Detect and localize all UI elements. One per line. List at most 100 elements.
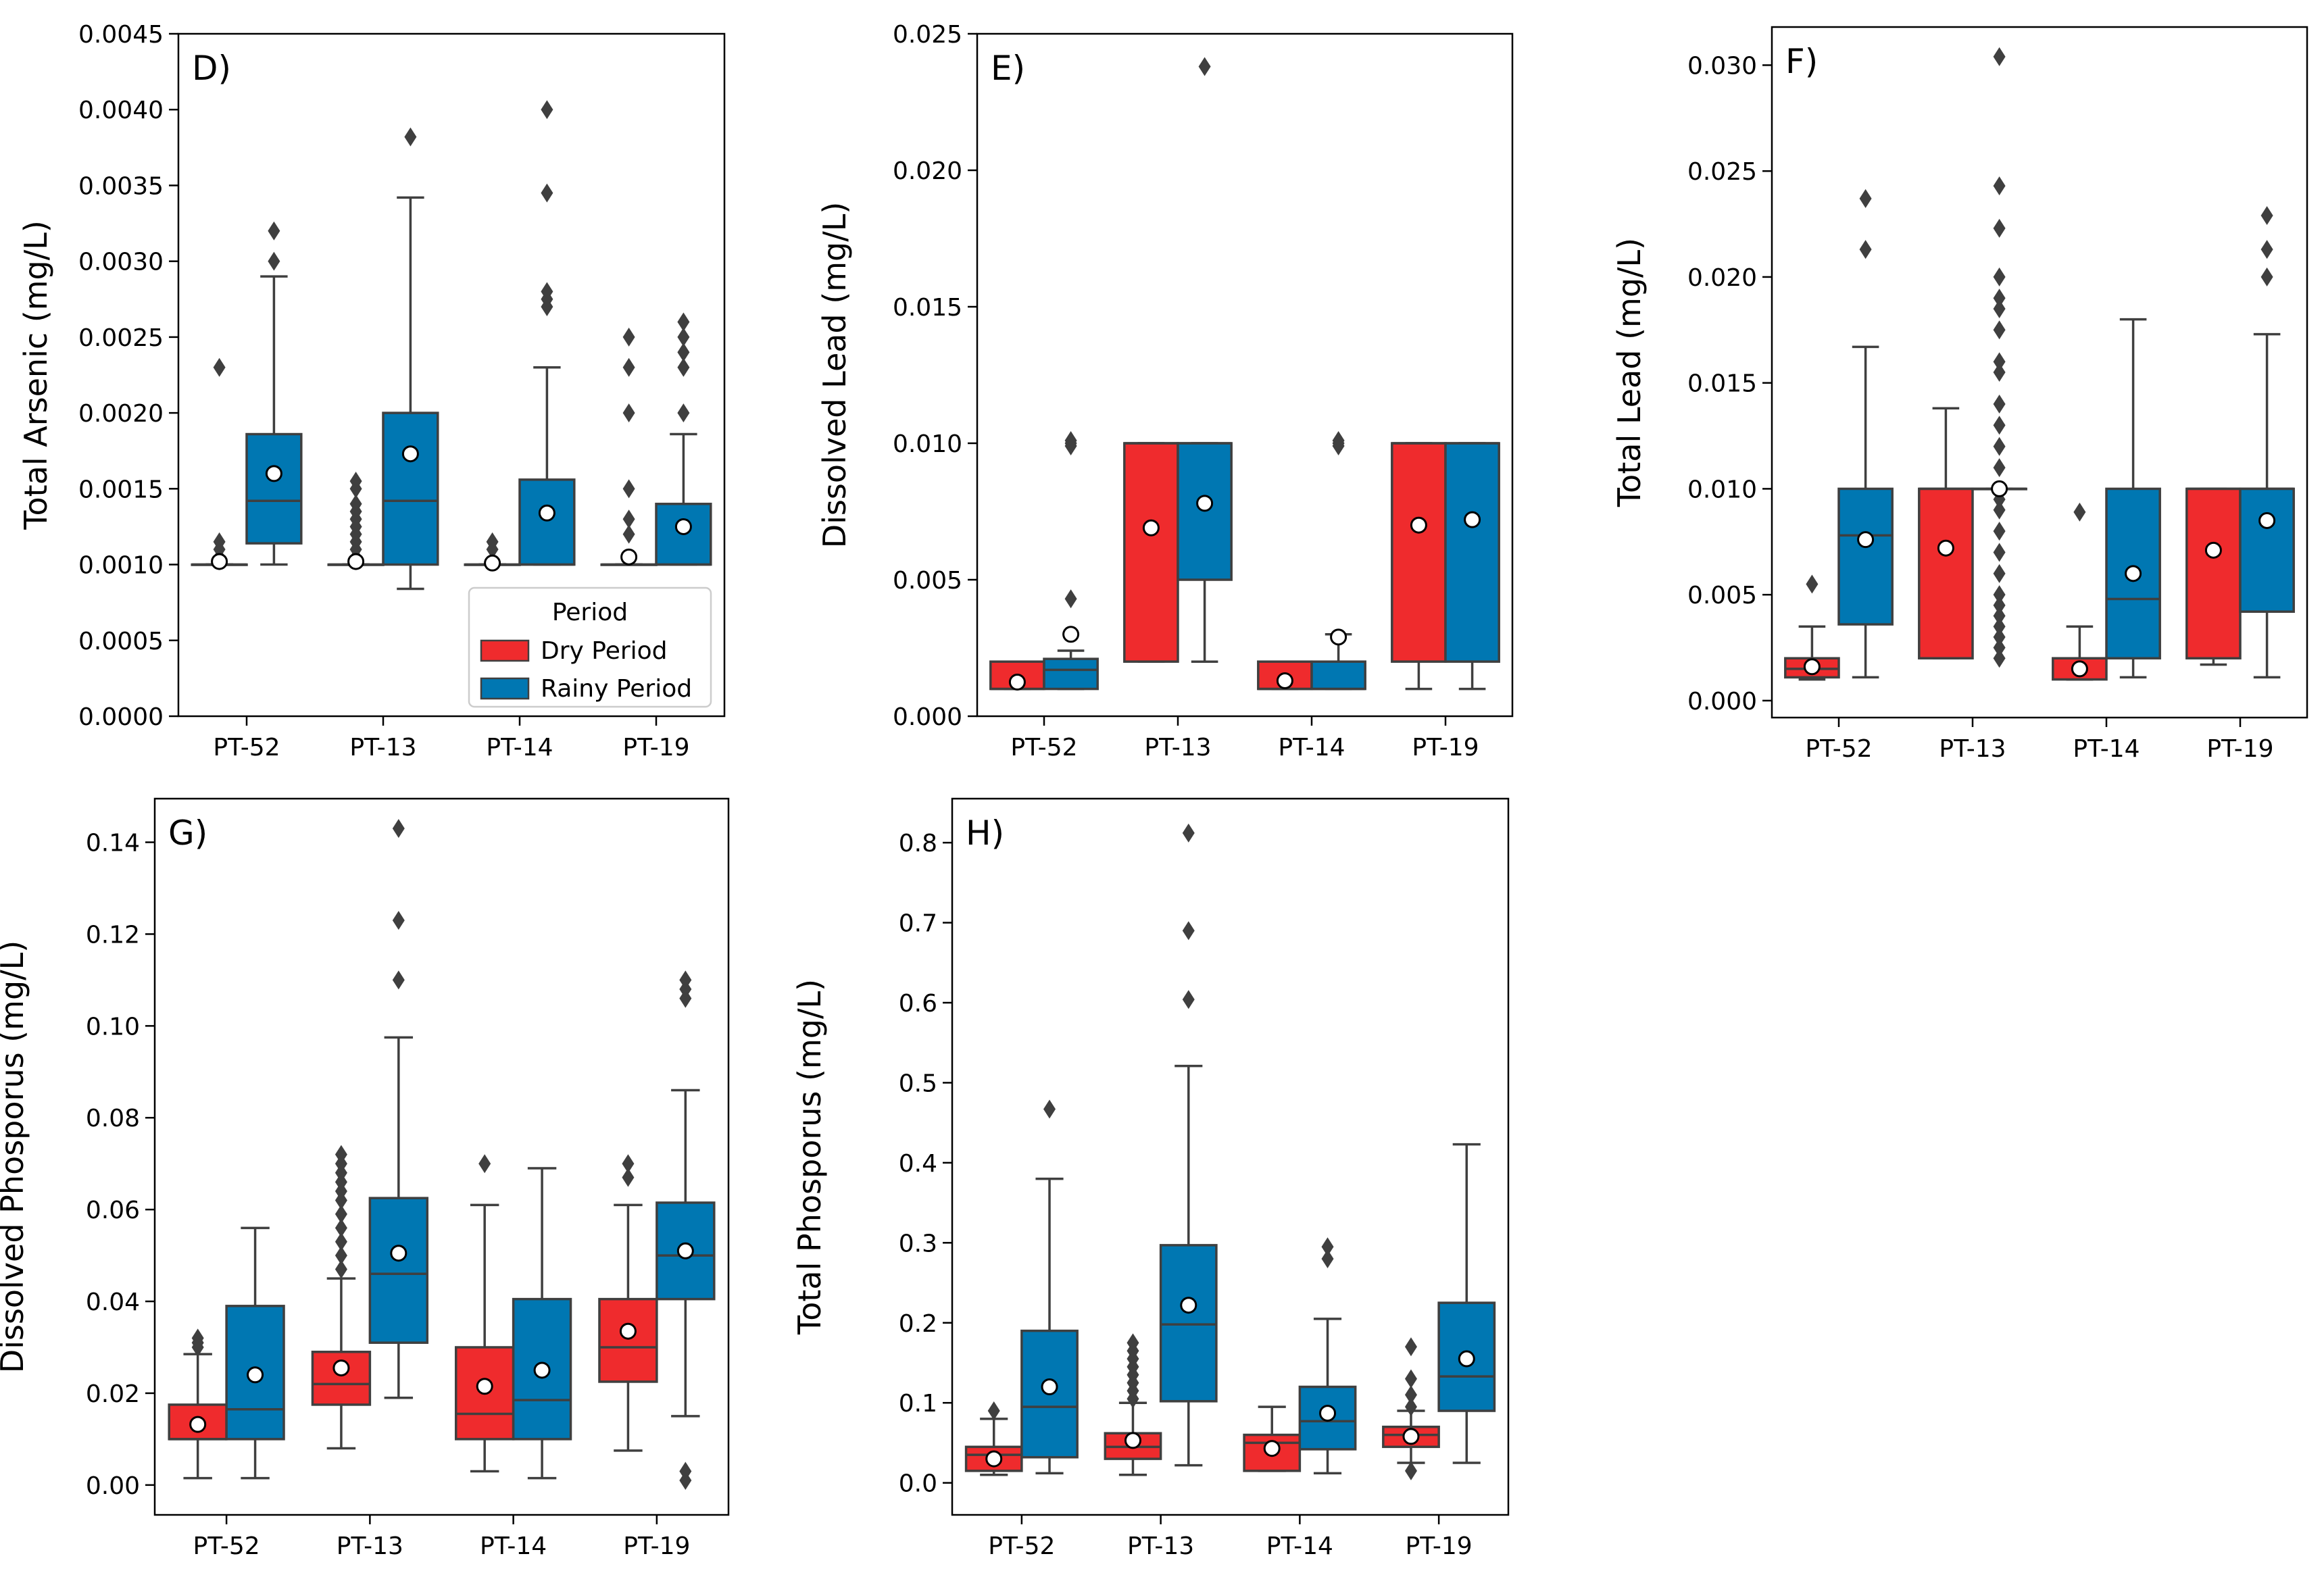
outlier-point bbox=[541, 183, 553, 203]
outlier-point bbox=[1064, 589, 1077, 609]
outlier-point bbox=[1182, 990, 1195, 1009]
outlier-point bbox=[677, 327, 690, 347]
legend-swatch bbox=[480, 677, 530, 700]
panel-label: F) bbox=[1785, 42, 1818, 81]
x-tick-label: PT-52 bbox=[988, 1532, 1055, 1560]
box-body bbox=[1837, 487, 1894, 626]
y-tick-label: 0.4 bbox=[899, 1150, 937, 1178]
box-body bbox=[2239, 487, 2295, 614]
outlier-point bbox=[1993, 638, 2006, 657]
box-dry-pt-14 bbox=[1243, 1405, 1302, 1472]
outlier-point bbox=[679, 970, 692, 990]
box-body bbox=[1043, 657, 1099, 691]
mean-marker bbox=[2125, 565, 2142, 582]
y-axis-label: Dissolved Lead (mg/L) bbox=[816, 202, 853, 549]
outlier-point bbox=[478, 1154, 491, 1174]
outlier-point bbox=[622, 403, 635, 423]
plot-frame bbox=[951, 797, 1510, 1516]
box-body bbox=[245, 432, 303, 545]
mean-marker bbox=[1330, 628, 1348, 646]
y-tick-label: 0.02 bbox=[86, 1380, 140, 1408]
box-body bbox=[598, 1297, 658, 1383]
outlier-point bbox=[1993, 564, 2006, 583]
chart-panel-5: H) 0.0 0.1 0.2 0.3 0.4 0.5 0.6 0.7 0.8 Total Phosp… bbox=[791, 797, 1510, 1560]
box-rainy-pt-52 bbox=[1020, 1099, 1079, 1475]
outlier-point bbox=[335, 1259, 347, 1279]
outlier-point bbox=[1127, 1333, 1139, 1353]
mean-marker bbox=[1991, 480, 2008, 497]
y-axis-label: Total Phosporus (mg/L) bbox=[791, 979, 828, 1335]
outlier-point bbox=[335, 1246, 347, 1266]
y-tick-label: 0.005 bbox=[893, 567, 962, 595]
x-tick-label: PT-52 bbox=[213, 734, 280, 761]
y-tick-label: 0.06 bbox=[86, 1197, 140, 1224]
mean-marker bbox=[265, 465, 282, 482]
mean-marker bbox=[347, 553, 365, 570]
mean-marker bbox=[1142, 519, 1160, 536]
plot-frame bbox=[177, 32, 726, 718]
mean-marker bbox=[1041, 1378, 1058, 1396]
panel-label: D) bbox=[192, 49, 231, 88]
mean-marker bbox=[1124, 1432, 1141, 1449]
box-body bbox=[1444, 442, 1500, 663]
box-rainy-pt-52 bbox=[1043, 430, 1099, 691]
box-rainy-pt-14 bbox=[512, 1167, 572, 1480]
box-dry-pt-13 bbox=[327, 472, 385, 570]
y-tick-label: 0.0000 bbox=[78, 703, 164, 731]
mean-marker bbox=[1062, 626, 1080, 643]
outlier-point bbox=[1993, 352, 2006, 372]
outlier-point bbox=[335, 1145, 347, 1164]
mean-marker bbox=[1180, 1297, 1197, 1314]
outlier-point bbox=[1332, 430, 1345, 450]
outlier-point bbox=[1806, 574, 1819, 594]
outlier-point bbox=[1993, 47, 2006, 66]
x-tick-label: PT-14 bbox=[486, 734, 553, 761]
box-dry-pt-19 bbox=[1382, 1337, 1440, 1480]
outlier-point bbox=[1043, 1099, 1056, 1119]
box-dry-pt-13 bbox=[1918, 407, 1974, 659]
outlier-point bbox=[1993, 617, 2006, 636]
y-tick-label: 0.5 bbox=[899, 1070, 937, 1097]
mean-marker bbox=[674, 518, 692, 535]
box-rainy-pt-14 bbox=[2105, 318, 2161, 679]
mean-marker bbox=[1464, 511, 1481, 528]
outlier-point bbox=[213, 532, 226, 551]
mean-marker bbox=[620, 548, 638, 566]
box-rainy-pt-14 bbox=[1310, 430, 1366, 691]
mean-marker bbox=[538, 504, 555, 522]
x-tick-label: PT-13 bbox=[337, 1532, 403, 1560]
legend-frame bbox=[468, 586, 712, 708]
outlier-point bbox=[1993, 522, 2006, 541]
mean-marker bbox=[619, 1322, 637, 1340]
box-rainy-pt-13 bbox=[1159, 823, 1218, 1467]
y-axis-label: Dissolved Phosporus (mg/L) bbox=[0, 941, 30, 1373]
outlier-point bbox=[1404, 1337, 1417, 1357]
outlier-point bbox=[2260, 206, 2273, 226]
outlier-point bbox=[541, 100, 553, 120]
x-tick-label: PT-14 bbox=[2073, 735, 2140, 763]
mean-marker bbox=[1410, 516, 1427, 534]
chart-panel-1: D) 0.0000 0.0005 0.0010 0.0015 0.0020 0.0025 0.… bbox=[18, 21, 726, 761]
outlier-point bbox=[679, 1461, 692, 1481]
legend-swatch bbox=[480, 639, 530, 662]
box-body bbox=[1159, 1244, 1218, 1403]
y-tick-label: 0.015 bbox=[1687, 370, 1757, 398]
box-body bbox=[368, 1197, 429, 1344]
panel-label: G) bbox=[168, 814, 207, 853]
box-dry-pt-14 bbox=[2052, 502, 2108, 681]
x-tick-label: PT-13 bbox=[349, 734, 416, 761]
box-body bbox=[1391, 442, 1447, 663]
box-rainy-pt-19 bbox=[655, 312, 712, 566]
x-tick-label: PT-19 bbox=[2206, 735, 2273, 763]
plot-frame bbox=[153, 797, 730, 1516]
box-rainy-pt-13 bbox=[368, 819, 429, 1399]
y-tick-label: 0.0035 bbox=[78, 172, 164, 200]
panel-label: H) bbox=[966, 814, 1004, 853]
x-tick-label: PT-19 bbox=[622, 734, 689, 761]
chart-panel-4: G) 0.00 0.02 0.04 0.06 0.08 0.10 0.12 0.14 Dissol… bbox=[0, 797, 730, 1560]
legend: Period Dry Period Rainy Period bbox=[468, 586, 712, 708]
outlier-point bbox=[1064, 430, 1077, 450]
box-body bbox=[1310, 660, 1366, 691]
y-tick-label: 0.020 bbox=[1687, 264, 1757, 292]
